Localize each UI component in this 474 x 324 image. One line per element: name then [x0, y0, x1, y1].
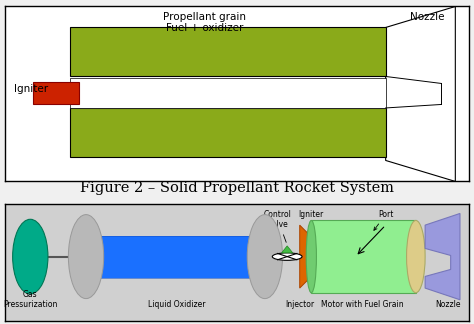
Text: Nozzle: Nozzle [410, 12, 445, 22]
Polygon shape [300, 225, 311, 288]
Text: Propellant grain
Fuel + oxidizer: Propellant grain Fuel + oxidizer [163, 12, 246, 33]
Text: Nozzle: Nozzle [436, 300, 461, 309]
Text: Motor with Fuel Grain: Motor with Fuel Grain [321, 300, 404, 309]
Bar [86, 236, 265, 278]
Ellipse shape [247, 214, 283, 299]
Polygon shape [282, 246, 293, 253]
Bar [70, 108, 386, 157]
Text: Figure 2 – Solid Propellant Rocket System: Figure 2 – Solid Propellant Rocket Syste… [80, 181, 394, 195]
Bar [70, 78, 386, 108]
Bar [311, 220, 416, 293]
Text: Igniter: Igniter [14, 84, 48, 94]
Ellipse shape [68, 214, 104, 299]
Bar [33, 82, 79, 104]
Ellipse shape [407, 220, 425, 293]
Text: Injector: Injector [285, 300, 314, 309]
Polygon shape [386, 6, 456, 181]
Text: Igniter: Igniter [298, 210, 323, 225]
Circle shape [272, 253, 302, 260]
Bar [70, 28, 386, 76]
Ellipse shape [13, 219, 48, 294]
Text: Liquid Oxidizer: Liquid Oxidizer [148, 300, 205, 309]
Text: Gas
Pressurization: Gas Pressurization [3, 290, 57, 309]
Ellipse shape [306, 220, 317, 293]
Polygon shape [425, 214, 460, 300]
Text: Port: Port [374, 210, 393, 230]
Text: Control
Valve: Control Valve [264, 210, 292, 242]
